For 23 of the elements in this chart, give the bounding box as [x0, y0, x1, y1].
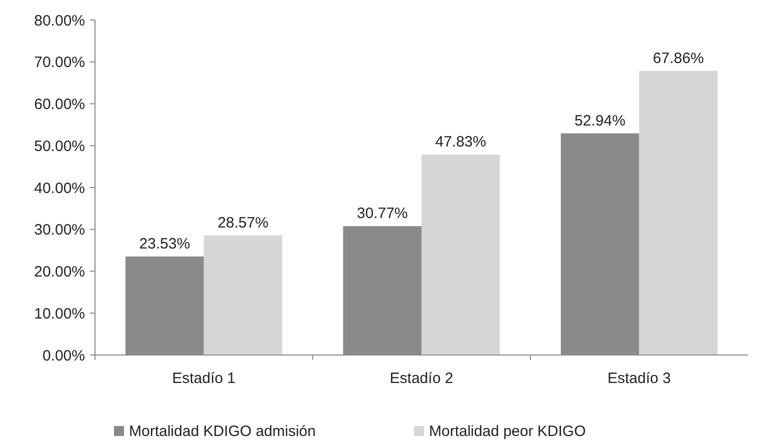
legend-label: Mortalidad KDIGO admisión [129, 423, 316, 440]
data-label: 47.83% [435, 134, 486, 151]
y-tick-label: 70.00% [34, 54, 85, 72]
data-label: 23.53% [139, 235, 190, 252]
data-label: 30.77% [356, 205, 408, 222]
y-tick-label: 40.00% [34, 180, 85, 197]
bar [639, 70, 718, 355]
y-tick-label: 50.00% [34, 138, 85, 155]
x-tick-label: Estadío 3 [607, 370, 671, 387]
x-tick-label: Estadío 1 [172, 370, 236, 387]
legend-label: Mortalidad peor KDIGO [429, 423, 586, 440]
y-tick-label: 0.00% [42, 347, 85, 364]
y-tick-label: 30.00% [34, 222, 85, 239]
bar [422, 154, 500, 355]
data-label: 52.94% [574, 112, 626, 130]
y-tick-label: 60.00% [34, 96, 85, 113]
y-tick-label: 80.00% [34, 12, 85, 30]
x-tick-label: Estadío 2 [390, 370, 454, 387]
y-tick-label: 20.00% [34, 264, 85, 280]
data-label: 28.57% [218, 214, 268, 232]
y-tick-label: 10.00% [34, 305, 85, 322]
bar [204, 235, 282, 355]
data-label: 67.86% [652, 50, 704, 67]
